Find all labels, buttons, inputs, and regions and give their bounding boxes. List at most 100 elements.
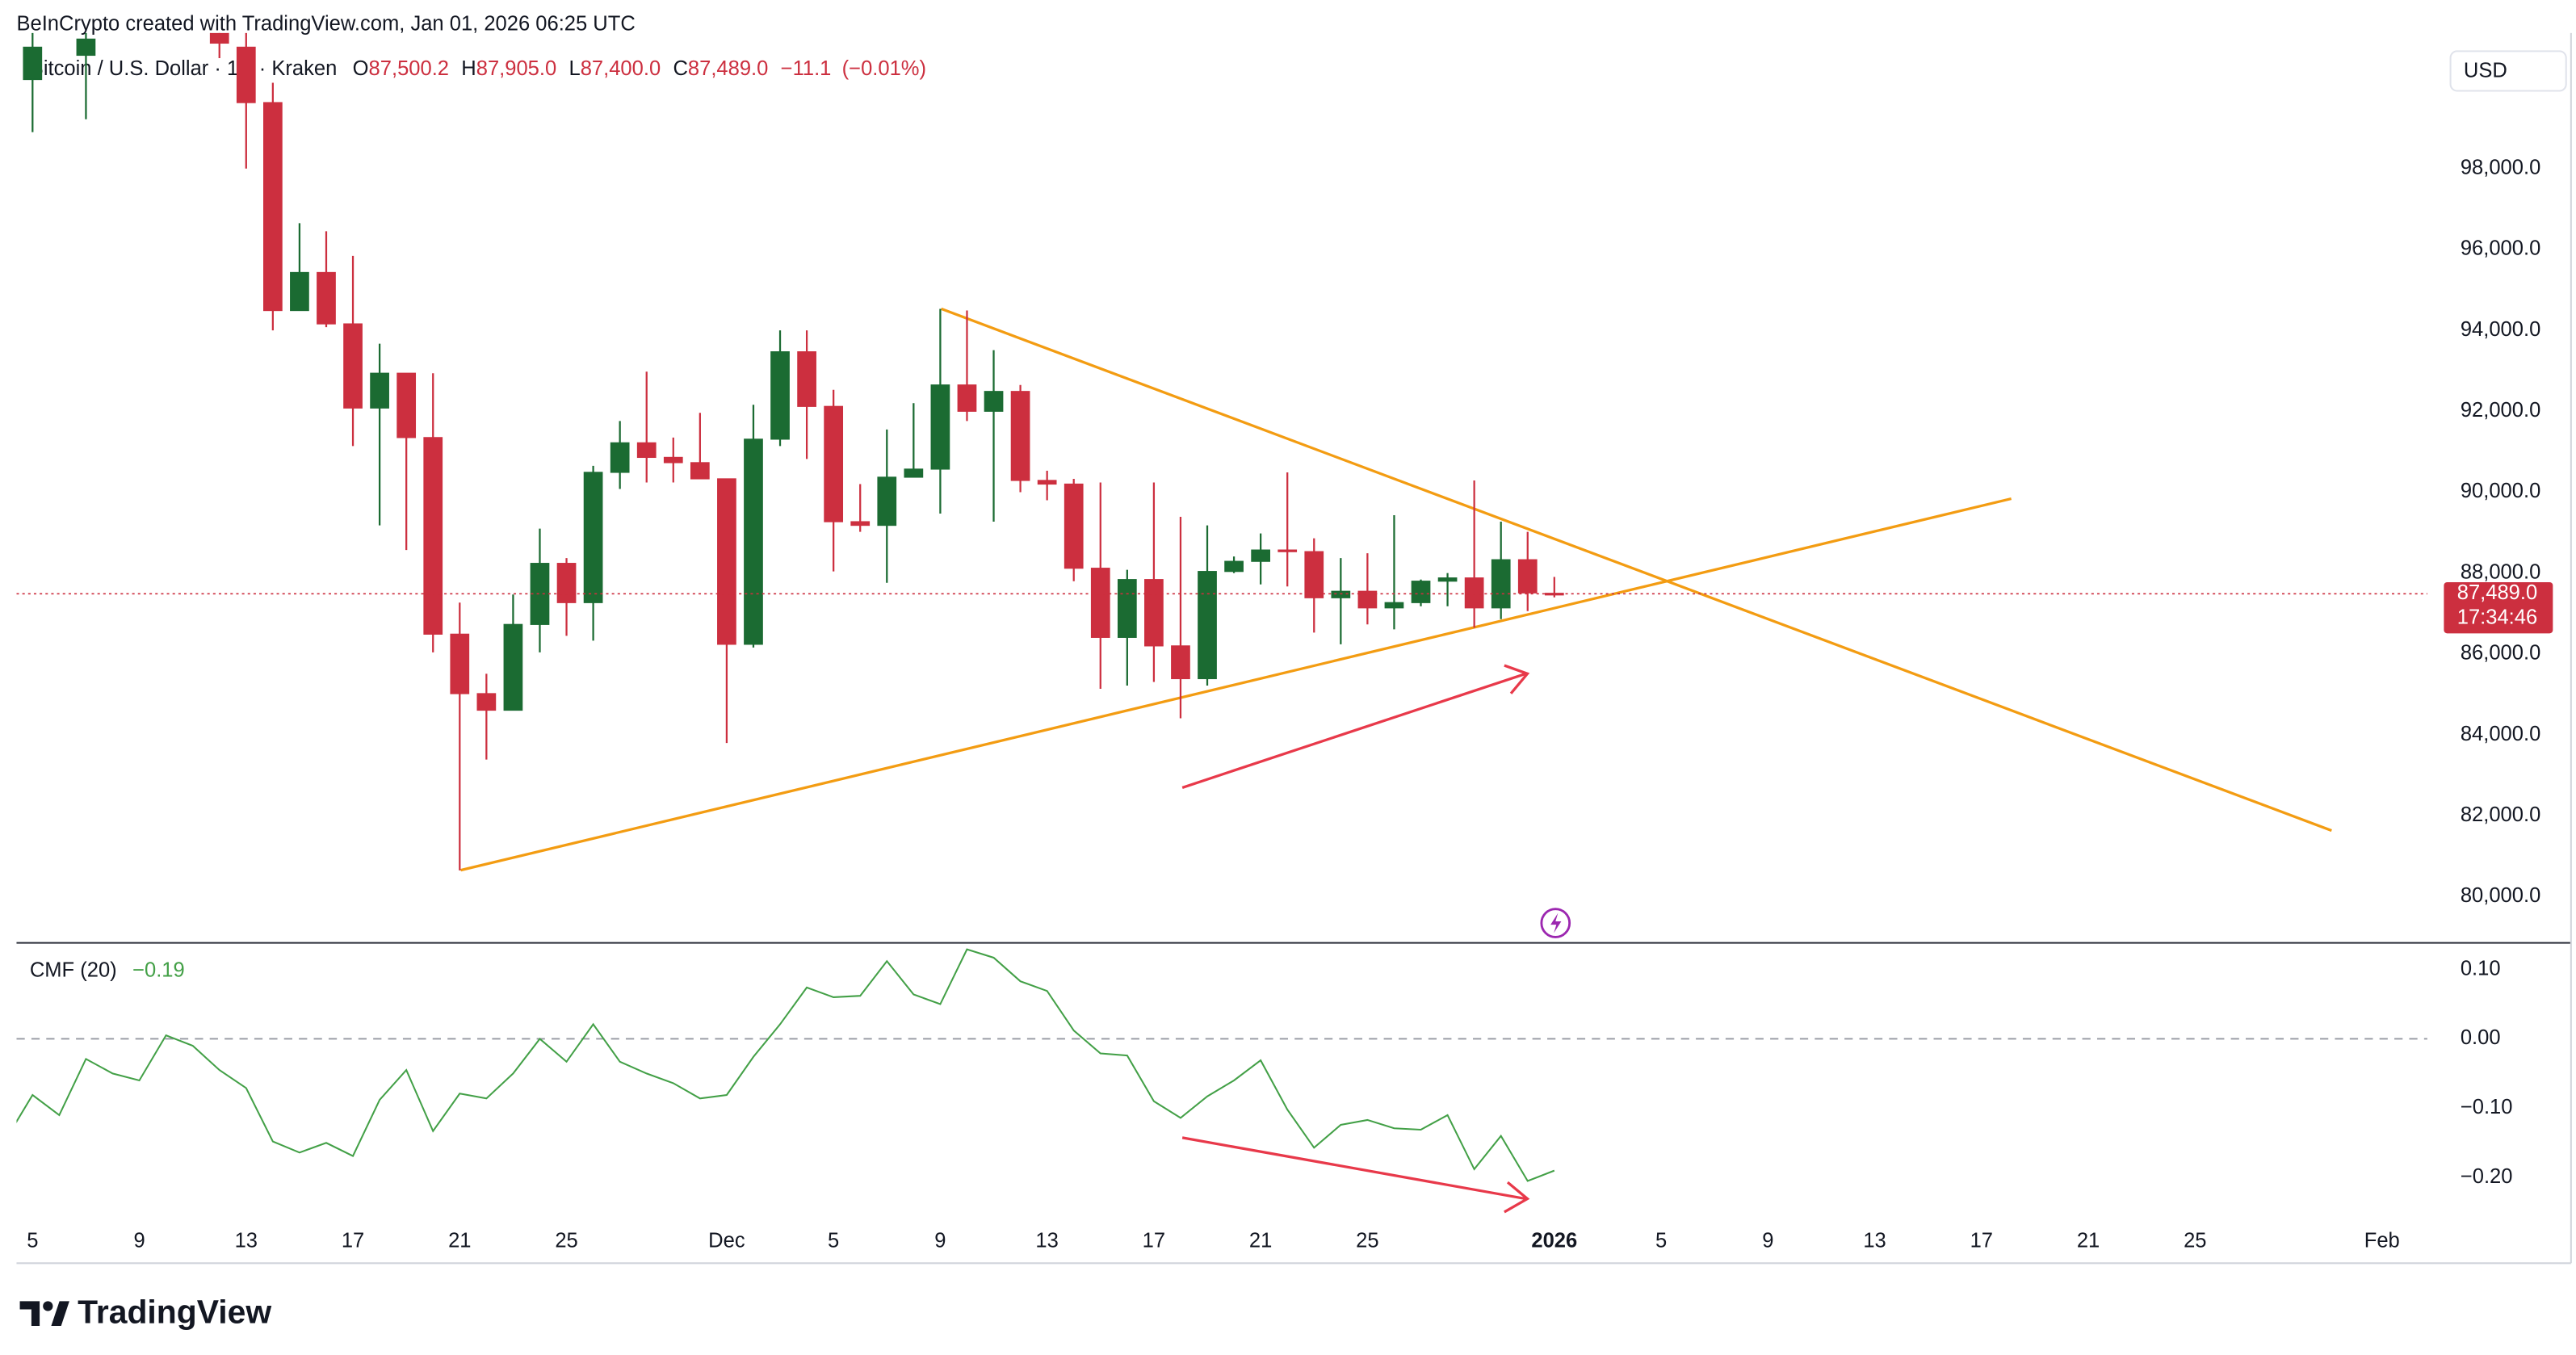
candle-body xyxy=(1304,551,1324,598)
y-tick-label: 0.10 xyxy=(2461,957,2501,980)
candle-body xyxy=(744,438,763,645)
trendline-lower xyxy=(460,497,2012,872)
readout-name: O xyxy=(353,57,369,80)
countdown: 17:34:46 xyxy=(2457,606,2537,629)
candle-body xyxy=(23,46,43,81)
y-tick-label: 94,000.0 xyxy=(2461,318,2540,341)
x-tick-label: 5 xyxy=(828,1229,839,1252)
y-tick-label: −0.20 xyxy=(2461,1165,2513,1188)
currency-box[interactable] xyxy=(2449,50,2567,92)
readout-value: 87,500.2 xyxy=(369,57,449,80)
x-tick-label: 25 xyxy=(555,1229,577,1252)
x-tick-label: 13 xyxy=(1863,1229,1886,1252)
axes: 80,000.0 82,000.0 84,000.0 86,000.0 88,000.0… xyxy=(27,156,2553,1252)
x-tick-label: 13 xyxy=(1035,1229,1058,1252)
candle-body xyxy=(1037,480,1057,485)
candle-body xyxy=(690,462,710,480)
x-tick-label: 9 xyxy=(934,1229,946,1252)
candle-body xyxy=(1198,571,1217,680)
candle-body xyxy=(797,351,816,407)
price-plot xyxy=(16,32,2427,872)
y-tick-label: 80,000.0 xyxy=(2461,884,2540,907)
x-tick-label: 5 xyxy=(1655,1229,1667,1252)
arrow xyxy=(1181,1136,1526,1201)
y-tick-label: −0.10 xyxy=(2461,1096,2513,1118)
candle-body xyxy=(1517,559,1538,594)
cmf-last: −0.19 xyxy=(132,959,185,981)
candle-body xyxy=(1437,577,1458,582)
y-tick-label: 84,000.0 xyxy=(2461,723,2540,745)
candle-body xyxy=(236,46,256,103)
candle-body xyxy=(1171,645,1190,680)
candle-body xyxy=(1278,549,1298,552)
candle-body xyxy=(824,405,844,522)
x-tick-label: 17 xyxy=(1970,1229,1993,1252)
cmf-plot xyxy=(16,948,2427,1214)
x-tick-label: 9 xyxy=(133,1229,145,1252)
x-tick-label: 25 xyxy=(1356,1229,1378,1252)
y-tick-label: 92,000.0 xyxy=(2461,399,2540,422)
candle-body xyxy=(1117,579,1137,638)
candle-body xyxy=(984,391,1004,412)
readout-name: L xyxy=(569,57,581,80)
candle-body xyxy=(663,456,683,464)
credit: BeInCrypto created with TradingView.com,… xyxy=(16,12,635,35)
candle-body xyxy=(1010,391,1030,481)
x-tick-label: 9 xyxy=(1762,1229,1773,1252)
candle-body xyxy=(317,271,336,325)
candle-body xyxy=(770,351,790,440)
candle-body xyxy=(76,38,96,57)
readout-value: 87,400.0 xyxy=(581,57,661,80)
candle-body xyxy=(290,271,309,312)
x-tick-label: 21 xyxy=(2077,1229,2100,1252)
candle-body xyxy=(850,521,871,526)
candle-body xyxy=(957,384,977,412)
candle-body xyxy=(1224,560,1244,573)
y-tick-label: 86,000.0 xyxy=(2461,642,2540,665)
y-tick-label: 98,000.0 xyxy=(2461,156,2540,178)
readout-value: 87,905.0 xyxy=(476,57,556,80)
candle-body xyxy=(1411,581,1431,603)
candle-body xyxy=(556,563,577,603)
brand: TradingView xyxy=(78,1293,271,1330)
event-icon[interactable] xyxy=(1540,908,1571,938)
currency: USD xyxy=(2464,60,2507,82)
arrow-head xyxy=(1504,1181,1530,1214)
candle-body xyxy=(636,442,657,459)
trendline-upper xyxy=(941,307,2332,833)
x-tick-label: 25 xyxy=(2184,1229,2206,1252)
price-tag xyxy=(2444,581,2553,634)
candle-body xyxy=(370,372,389,409)
cmf-line xyxy=(16,948,1555,1182)
symbol-line: Bitcoin / U.S. Dollar · 1D · Kraken O87,… xyxy=(30,57,926,80)
candle-body xyxy=(476,693,497,711)
cmf-title: CMF (20) xyxy=(30,959,117,981)
candle-body xyxy=(1464,577,1484,609)
x-tick-label: 13 xyxy=(235,1229,258,1252)
candle-body xyxy=(610,442,630,473)
x-tick-label: Dec xyxy=(708,1229,745,1252)
candle-body xyxy=(263,102,283,312)
y-tick-label: 82,000.0 xyxy=(2461,803,2540,826)
candle-body xyxy=(1251,549,1271,562)
candle-body xyxy=(583,472,603,603)
candle-body xyxy=(904,468,924,478)
readout-name: C xyxy=(673,57,687,80)
y-tick-label: 88,000.0 xyxy=(2461,560,2540,583)
y-tick-label: 0.00 xyxy=(2461,1026,2501,1049)
change-pct: (−0.01%) xyxy=(842,57,926,80)
brand-logo: TradingView xyxy=(19,1293,271,1330)
candle-body xyxy=(717,478,736,645)
arrow xyxy=(1181,672,1526,789)
readout-value: 87,489.0 xyxy=(688,57,768,80)
candle-body xyxy=(1331,590,1351,598)
candle-body xyxy=(209,32,229,44)
candle-body xyxy=(1357,590,1378,609)
x-tick-label: 21 xyxy=(448,1229,471,1252)
y-tick-label: 90,000.0 xyxy=(2461,480,2540,502)
candle-body xyxy=(450,633,470,694)
candle-body xyxy=(423,437,443,635)
